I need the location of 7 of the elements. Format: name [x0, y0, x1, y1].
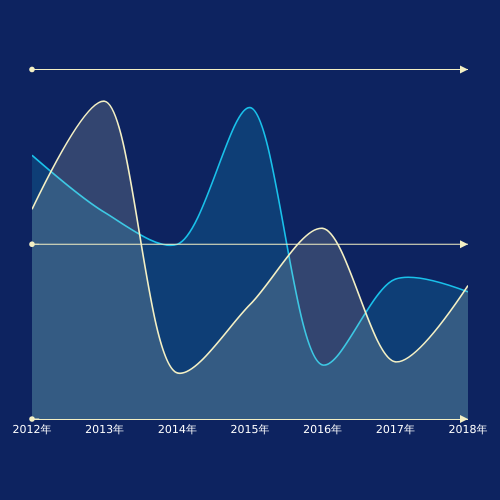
- x-tick-label: 2017年: [376, 423, 415, 436]
- x-tick-label: 2018年: [448, 423, 488, 436]
- x-tick-label: 2013年: [85, 423, 124, 436]
- x-tick-label: 2014年: [158, 423, 197, 436]
- x-tick-label: 2016年: [303, 423, 342, 436]
- x-tick-label: 2015年: [230, 423, 270, 436]
- x-tick-label: 2012年: [12, 423, 52, 436]
